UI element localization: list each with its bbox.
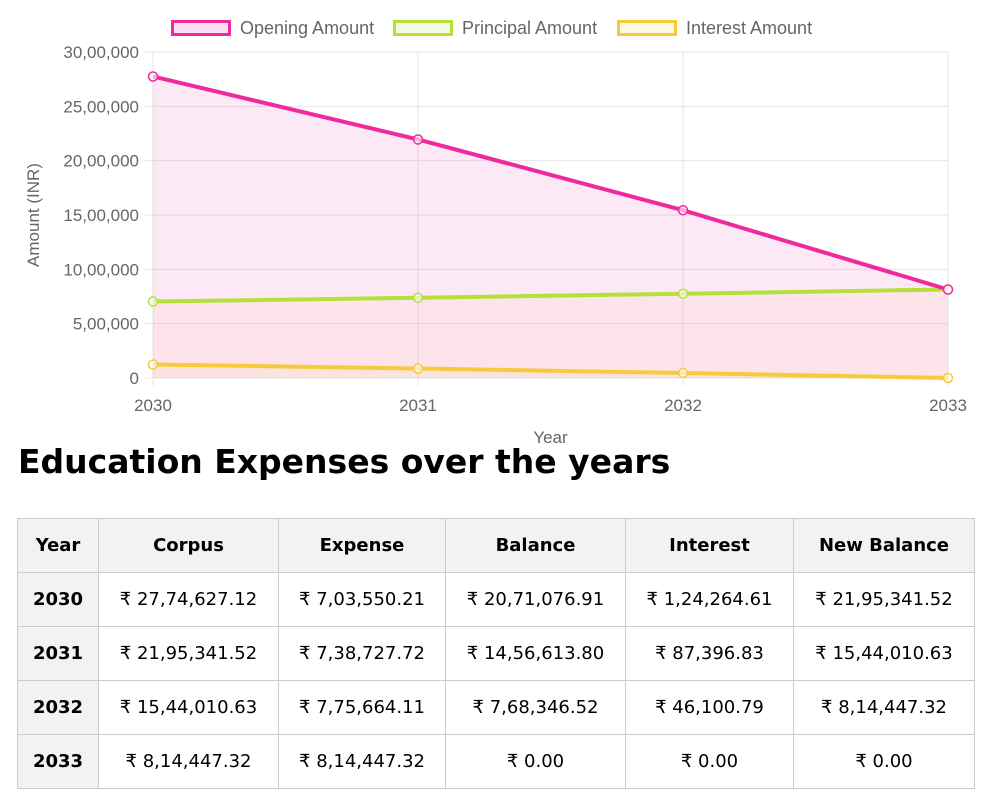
y-tick-label: 5,00,000 [73, 315, 139, 334]
y-tick-label: 0 [130, 369, 139, 388]
balance-cell: ₹ 0.00 [445, 734, 626, 789]
year-cell: 2031 [17, 626, 99, 681]
data-point-opening-amount [677, 204, 689, 216]
table-header-row: Year Corpus Expense Balance Interest New… [17, 518, 975, 573]
column-header-corpus: Corpus [98, 518, 279, 573]
new-balance-cell: ₹ 21,95,341.52 [793, 572, 975, 627]
column-header-balance: Balance [445, 518, 626, 573]
column-header-new-balance: New Balance [793, 518, 975, 573]
corpus-cell: ₹ 21,95,341.52 [98, 626, 279, 681]
data-point-opening-amount [147, 71, 159, 82]
column-header-expense: Expense [278, 518, 446, 573]
data-point-interest-amount [677, 367, 689, 379]
expense-table: Year Corpus Expense Balance Interest New… [17, 518, 975, 789]
data-point-interest-amount [412, 363, 424, 374]
data-point-principal-amount [412, 292, 424, 303]
data-point-principal-amount [147, 296, 159, 307]
expense-cell: ₹ 7,03,550.21 [278, 572, 446, 627]
data-point-interest-amount [147, 359, 159, 370]
chart-canvas: 0 5,00,000 10,00,000 15,00,000 20,00,000 25,0… [24, 43, 967, 447]
y-tick-label: 20,00,000 [63, 152, 139, 171]
expense-cell: ₹ 8,14,447.32 [278, 734, 446, 789]
year-cell: 2030 [17, 572, 99, 627]
line-chart: Opening Amount Principal Amount Interest… [24, 16, 967, 448]
data-point-principal-amount [677, 288, 689, 299]
column-header-interest: Interest [625, 518, 794, 573]
column-header-year: Year [17, 518, 99, 573]
corpus-cell: ₹ 8,14,447.32 [98, 734, 279, 789]
new-balance-cell: ₹ 0.00 [793, 734, 975, 789]
line-opening-amount [152, 74, 949, 292]
legend-swatch-principal-amount [393, 20, 453, 36]
data-point-opening-amount [412, 134, 424, 145]
data-point-opening-amount [942, 284, 954, 295]
year-cell: 2032 [17, 680, 99, 735]
corpus-cell: ₹ 15,44,010.63 [98, 680, 279, 735]
corpus-cell: ₹ 27,74,627.12 [98, 572, 279, 627]
expense-cell: ₹ 7,75,664.11 [278, 680, 446, 735]
legend-item-principal-amount[interactable]: Principal Amount [393, 16, 597, 40]
balance-cell: ₹ 20,71,076.91 [445, 572, 626, 627]
new-balance-cell: ₹ 8,14,447.32 [793, 680, 975, 735]
table-row: 2033 ₹ 8,14,447.32 ₹ 8,14,447.32 ₹ 0.00 … [17, 734, 975, 789]
new-balance-cell: ₹ 15,44,010.63 [793, 626, 975, 681]
legend-swatch-opening-amount [171, 20, 231, 36]
data-point-interest-amount [942, 372, 954, 384]
legend-label-principal-amount: Principal Amount [462, 17, 598, 38]
y-axis-title: Amount (INR) [24, 163, 43, 267]
balance-cell: ₹ 14,56,613.80 [445, 626, 626, 681]
interest-cell: ₹ 1,24,264.61 [625, 572, 794, 627]
interest-cell: ₹ 46,100.79 [625, 680, 794, 735]
table-row: 2031 ₹ 21,95,341.52 ₹ 7,38,727.72 ₹ 14,5… [17, 626, 975, 681]
interest-cell: ₹ 0.00 [625, 734, 794, 789]
expense-cell: ₹ 7,38,727.72 [278, 626, 446, 681]
y-tick-label: 10,00,000 [63, 260, 139, 279]
legend-label-interest-amount: Interest Amount [686, 17, 813, 38]
x-axis-title: Year [533, 428, 568, 447]
x-tick-label: 2031 [399, 396, 437, 415]
line-interest-amount [152, 362, 949, 380]
x-tick-label: 2030 [134, 396, 172, 415]
y-tick-label: 15,00,000 [63, 206, 139, 225]
table-row: 2030 ₹ 27,74,627.12 ₹ 7,03,550.21 ₹ 20,7… [17, 572, 975, 627]
x-tick-label: 2032 [664, 396, 702, 415]
balance-cell: ₹ 7,68,346.52 [445, 680, 626, 735]
legend-swatch-interest-amount [617, 20, 677, 36]
legend-item-opening-amount[interactable]: Opening Amount [171, 16, 374, 40]
area-opening-amount [153, 76, 948, 379]
y-tick-label: 25,00,000 [63, 97, 139, 116]
legend-item-interest-amount[interactable]: Interest Amount [617, 16, 812, 40]
table-row: 2032 ₹ 15,44,010.63 ₹ 7,75,664.11 ₹ 7,68… [17, 680, 975, 735]
section-title: Education Expenses over the years [18, 442, 671, 481]
year-cell: 2033 [17, 734, 99, 789]
line-principal-amount [152, 287, 949, 304]
legend-label-opening-amount: Opening Amount [240, 17, 375, 38]
area-principal-amount [153, 289, 948, 378]
y-tick-label: 30,00,000 [63, 43, 139, 62]
x-tick-label: 2033 [929, 396, 967, 415]
interest-cell: ₹ 87,396.83 [625, 626, 794, 681]
